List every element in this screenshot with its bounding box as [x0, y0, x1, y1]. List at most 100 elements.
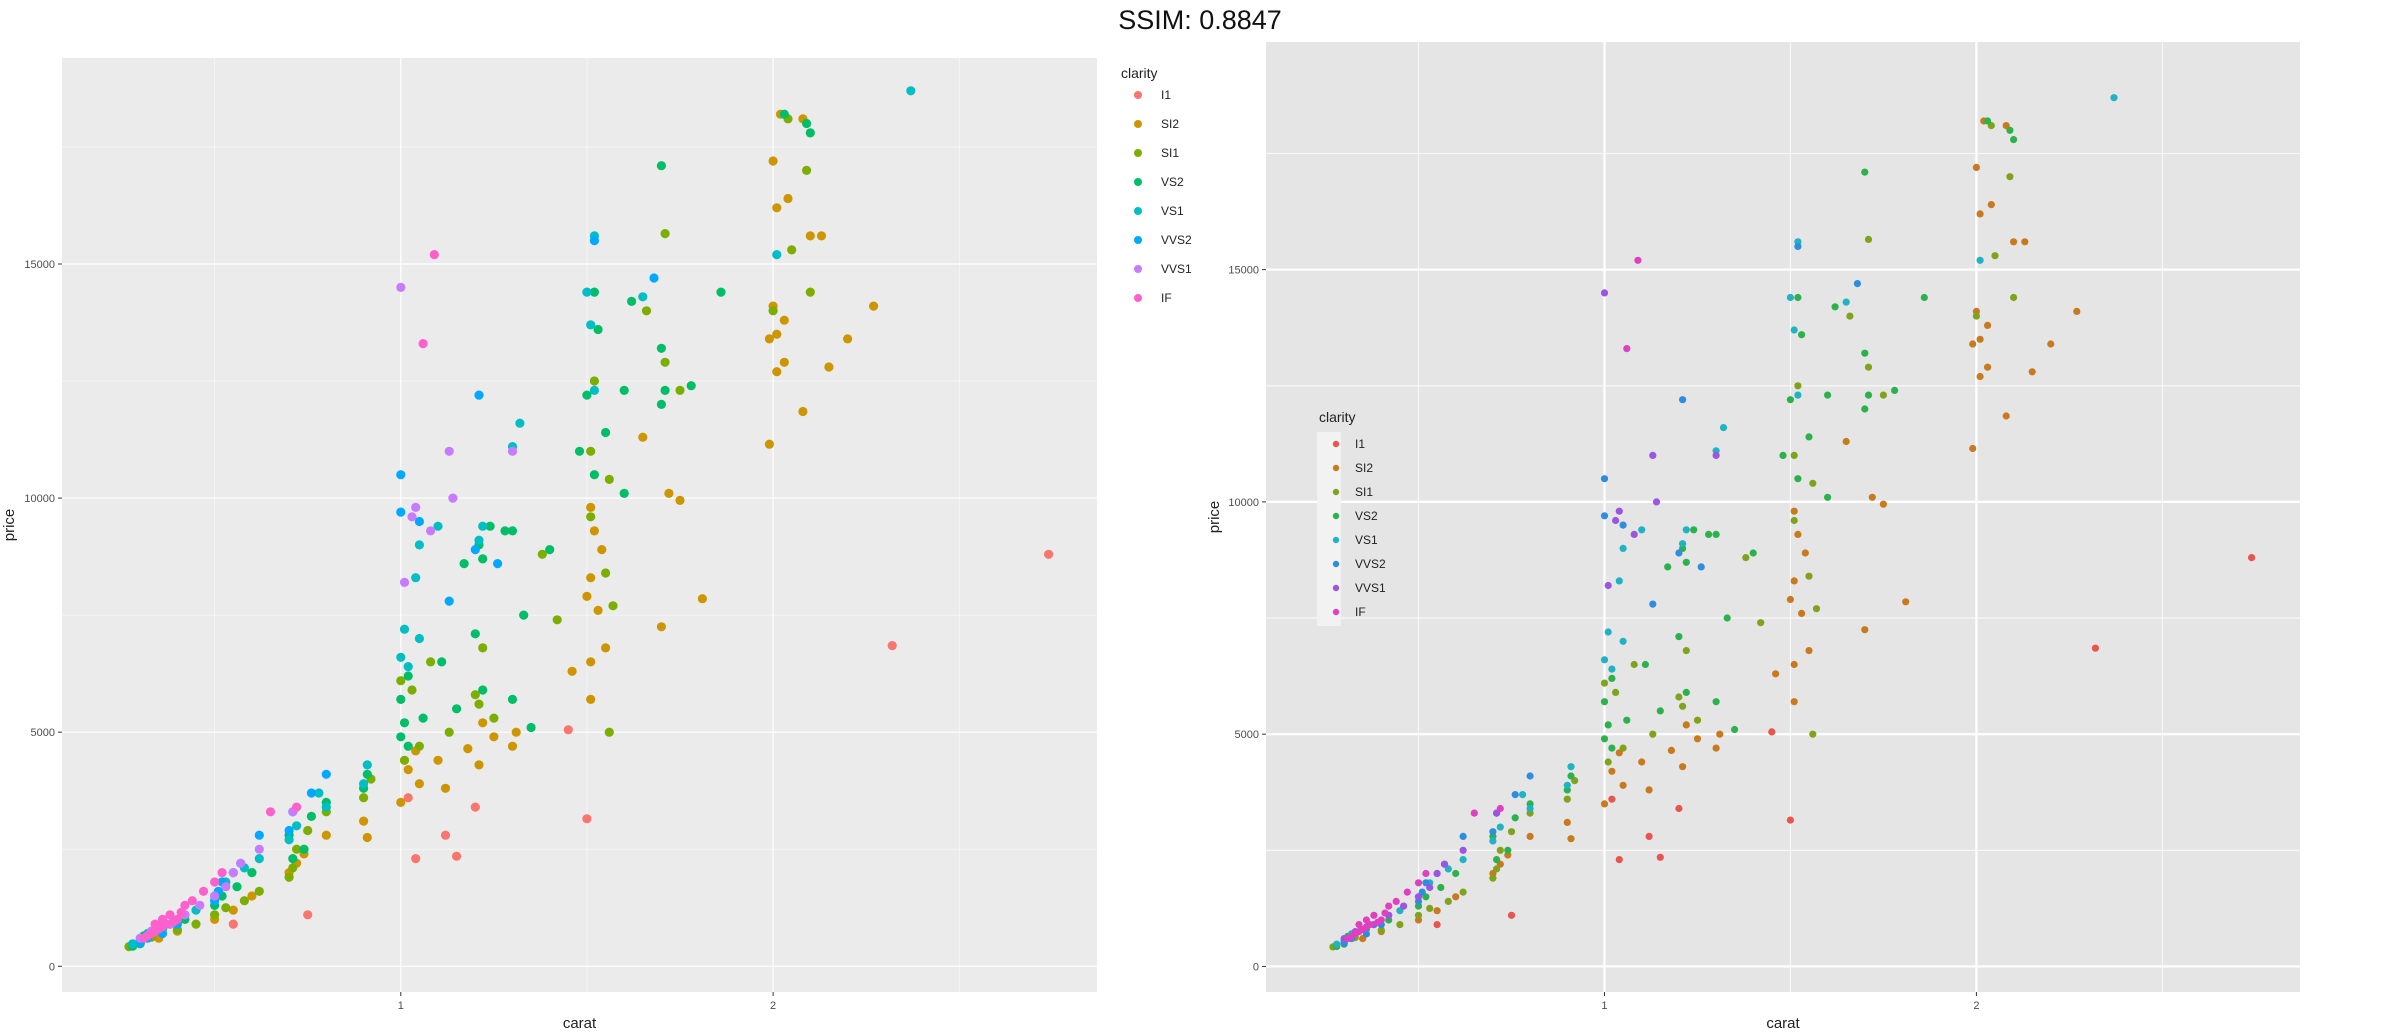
left-legend-label-si1: SI1	[1161, 146, 1179, 160]
right-point-si1	[1600, 679, 1609, 687]
left-legend-key-vs2	[1134, 178, 1142, 186]
right-point-si1	[1693, 716, 1702, 724]
right-point-vvs1	[1652, 498, 1661, 506]
left-point-si1	[254, 886, 264, 896]
left-legend-key-vvs1	[1134, 265, 1142, 273]
right-x-tick-label: 1	[1601, 1000, 1607, 1012]
left-point-si2	[507, 741, 518, 751]
left-x-axis-title: carat	[563, 1015, 597, 1032]
left-point-vs2	[500, 526, 510, 536]
left-point-if	[265, 807, 276, 817]
right-point-si2	[1976, 210, 1984, 218]
right-point-vs2	[1437, 883, 1445, 892]
right-point-si2	[1563, 818, 1571, 827]
right-point-si2	[1567, 835, 1575, 843]
right-point-vs2	[1641, 660, 1649, 669]
left-point-vs1	[292, 821, 302, 831]
left-point-i1	[1044, 549, 1054, 559]
right-point-si2	[1976, 372, 1984, 381]
left-point-vs1	[314, 788, 324, 798]
left-point-si2	[359, 816, 369, 826]
right-point-si1	[1426, 904, 1434, 913]
right-point-if	[1470, 809, 1478, 817]
right-point-si1	[1563, 795, 1571, 803]
left-point-vs1	[411, 573, 421, 583]
left-point-vs2	[656, 161, 667, 171]
right-point-si1	[1790, 451, 1798, 459]
right-point-vvs2	[1679, 396, 1687, 404]
right-point-vvs1	[1459, 846, 1467, 854]
left-point-vs1	[433, 521, 443, 531]
right-point-vvs2	[1526, 772, 1534, 780]
left-point-vs2	[403, 671, 413, 681]
right-point-si1	[1742, 554, 1750, 562]
right-point-i1	[1615, 856, 1623, 864]
right-point-si2	[1861, 626, 1869, 634]
left-point-vvs2	[414, 516, 424, 527]
left-legend-label-vs1: VS1	[1161, 204, 1184, 218]
right-point-i1	[1645, 832, 1653, 841]
right-point-vs2	[1600, 698, 1609, 706]
right-legend-label-vs2: VS2	[1355, 509, 1378, 523]
right-point-si1	[1630, 660, 1638, 669]
left-point-si1	[399, 755, 410, 765]
left-legend-key-si1	[1134, 149, 1142, 157]
right-point-vvs1	[1440, 860, 1449, 868]
right-point-vs1	[1563, 781, 1571, 789]
right-y-tick-label: 0	[1253, 961, 1259, 973]
left-x-tick-label: 2	[770, 1000, 776, 1012]
right-point-if	[1414, 879, 1423, 887]
right-point-vs2	[2010, 136, 2018, 144]
left-point-si2	[593, 605, 603, 616]
left-legend-label-if: IF	[1161, 291, 1172, 305]
left-point-si2	[783, 193, 793, 204]
left-point-vvs1	[254, 844, 264, 854]
left-y-tick-label: 10000	[24, 493, 55, 505]
left-point-vs2	[526, 722, 536, 733]
right-point-i1	[1786, 816, 1794, 824]
right-point-vvs2	[1697, 563, 1705, 571]
left-point-si2	[768, 156, 778, 166]
right-point-vvs2	[1600, 475, 1609, 483]
left-point-si2	[772, 367, 782, 377]
right-point-if	[1496, 804, 1504, 813]
right-point-si2	[2028, 368, 2036, 376]
right-point-vs1	[1786, 293, 1794, 302]
left-point-vs1	[284, 835, 294, 845]
left-point-vs1	[396, 652, 406, 662]
right-point-si1	[1414, 911, 1423, 919]
left-panel-background	[62, 58, 1097, 992]
right-point-vvs2	[1853, 280, 1861, 288]
right-point-si1	[1493, 865, 1501, 873]
right-legend-label-vvs1: VVS1	[1355, 581, 1386, 595]
left-point-si2	[586, 573, 596, 583]
right-legend-key-background	[1317, 432, 1341, 626]
left-y-tick-label: 0	[49, 961, 55, 973]
right-point-vs1	[2110, 94, 2118, 102]
right-point-vs2	[1656, 707, 1664, 715]
right-point-si2	[1608, 767, 1616, 775]
right-y-tick-label: 5000	[1235, 729, 1259, 741]
left-point-si2	[772, 329, 782, 339]
right-point-vvs1	[1426, 883, 1434, 892]
left-point-vvs2	[589, 236, 600, 246]
right-legend-key-vvs2	[1332, 560, 1340, 568]
left-point-if	[198, 886, 209, 896]
right-point-si1	[1846, 312, 1854, 320]
right-point-vs2	[1493, 856, 1501, 864]
left-point-if	[139, 933, 149, 943]
left-point-vs1	[478, 521, 488, 531]
right-point-si2	[1682, 721, 1690, 729]
left-point-si2	[463, 744, 473, 754]
right-point-si2	[1972, 163, 1980, 171]
left-legend-key-if	[1134, 294, 1142, 302]
right-point-if	[1370, 911, 1378, 919]
right-point-if	[1634, 256, 1642, 264]
right-point-vs1	[1619, 637, 1627, 645]
right-point-si2	[1790, 698, 1798, 706]
right-point-si2	[1902, 598, 1910, 606]
left-legend-label-i1: I1	[1161, 88, 1171, 102]
right-point-vs1	[1333, 940, 1341, 948]
left-point-i1	[887, 641, 897, 651]
left-point-si2	[869, 301, 879, 311]
